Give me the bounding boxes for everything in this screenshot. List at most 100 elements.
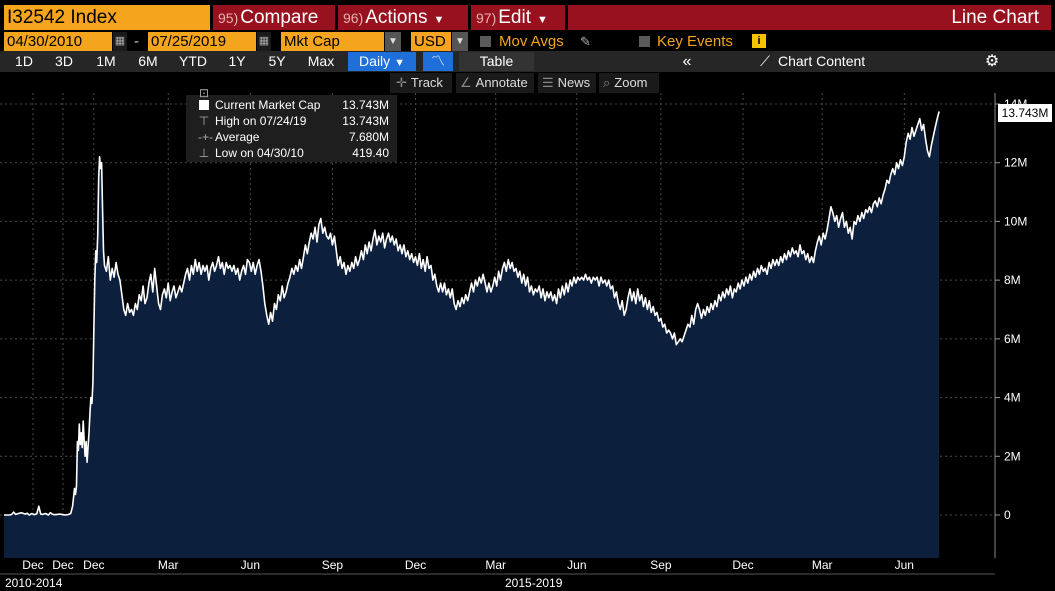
x-axis: Dec Dec Dec Mar Jun Sep Dec Mar Jun Sep Dec Mar Jun 2… [0,558,995,590]
legend-marker-icon: ⊡ [198,86,210,100]
last-value-label: 13.743M [998,104,1052,122]
edit-label: Edit [498,7,531,28]
x-tick-label: Jun [241,558,260,572]
table-button[interactable]: Table [459,52,534,71]
range-5y-button[interactable]: 5Y [268,53,286,69]
range-1y-button[interactable]: 1Y [228,53,246,69]
y-tick-label: 0 [1004,508,1011,522]
legend-average-label: Average [215,130,260,144]
edit-shortcut: 97) [476,10,497,26]
y-tick-label: 8M [1004,273,1021,287]
y-tick-label: 12M [1004,156,1027,170]
currency-select[interactable]: USD [411,32,451,51]
info-icon[interactable]: i [752,34,766,48]
compare-shortcut: 95) [218,10,239,26]
news-icon: ☰ [542,75,554,90]
zoom-label: Zoom [614,75,648,90]
news-button[interactable]: ☰ News [538,73,596,93]
line-chart-icon[interactable]: 〽 [423,52,453,71]
ticker-field[interactable]: I32542 Index [4,5,210,30]
news-label: News [557,75,591,90]
range-3d-button[interactable]: 3D [55,53,73,69]
x-tick-label: Jun [567,558,586,572]
compare-menu[interactable]: 95) Compare [213,5,335,30]
end-date-input[interactable]: 07/25/2019 [148,32,256,51]
legend-current-value: 13.743M [342,98,389,112]
x-tick-label: Mar [158,558,179,572]
collapse-icon[interactable]: « [682,53,692,70]
pencil-icon: ∠ [460,75,472,90]
legend-current-label: Current Market Cap [215,98,321,112]
search-icon: ⌕ [603,75,611,90]
x-tick-label: Dec [22,558,43,572]
chart-content-button[interactable]: Chart Content [778,53,866,69]
x-group-label: 2010-2014 [5,576,63,590]
frequency-select[interactable]: Daily ▼ [348,52,416,71]
y-axis: 02M4M6M8M10M12M14M [995,97,1027,522]
low-marker-icon: ⊥ [198,146,210,160]
range-ytd-button[interactable]: YTD [179,53,207,69]
actions-label: Actions [365,7,428,28]
series-area [4,111,940,558]
y-tick-label: 6M [1004,332,1021,346]
x-tick-label: Mar [485,558,506,572]
track-button[interactable]: ✛ Track [390,73,452,93]
crosshair-icon: ✛ [396,75,407,90]
chevron-down-icon: ▼ [536,14,548,26]
x-tick-label: Dec [52,558,73,572]
frequency-label: Daily [359,53,391,69]
actions-menu[interactable]: 96) Actions ▼ [338,5,468,30]
range-6m-button[interactable]: 6M [138,53,158,69]
key-events-label: Key Events [657,33,733,50]
chevron-down-icon[interactable]: ▼ [385,32,401,51]
legend-current: ⊡ Current Market Cap 13.743M [186,86,397,113]
key-events-checkbox[interactable] [639,36,650,47]
calendar-icon[interactable]: ▦ [257,32,271,51]
pencil-icon[interactable]: ✎ [580,34,591,49]
chart-content-icon: ⟋ [760,53,770,69]
high-marker-icon: ⊤ [198,114,210,128]
y-tick-label: 10M [1004,214,1027,228]
start-date-input[interactable]: 04/30/2010 [4,32,112,51]
actions-shortcut: 96) [343,10,364,26]
x-tick-label: Dec [732,558,753,572]
x-tick-label: Sep [650,558,672,572]
range-1d-button[interactable]: 1D [15,53,33,69]
series-line [4,111,940,516]
legend-low-value: 419.40 [352,146,389,160]
x-tick-label: Mar [812,558,833,572]
x-tick-label: Dec [83,558,104,572]
x-group-label: 2015-2019 [505,576,563,590]
range-1m-button[interactable]: 1M [96,53,116,69]
view-title: Line Chart [568,5,1051,30]
chevron-down-icon[interactable]: ▼ [452,32,468,51]
annotate-label: Annotate [475,75,528,90]
legend-high-label: High on 07/24/19 [215,114,307,128]
y-tick-label: 2M [1004,449,1021,463]
track-label: Track [410,75,443,90]
chart-area: 02M4M6M8M10M12M14M DecDecDecMarJunSepDec… [0,93,1027,590]
date-separator: - [134,33,139,50]
range-max-button[interactable]: Max [307,53,335,69]
annotate-button[interactable]: ∠ Annotate [456,73,534,93]
edit-menu[interactable]: 97) Edit ▼ [471,5,565,30]
compare-label: Compare [240,7,319,28]
legend-low-label: Low on 04/30/10 [215,146,304,160]
legend-average-value: 7.680M [348,130,389,144]
gear-icon[interactable]: ⚙ [984,53,1000,70]
x-tick-label: Dec [405,558,426,572]
x-tick-label: Jun [895,558,914,572]
field-select[interactable]: Mkt Cap [281,32,384,51]
chevron-down-icon: ▼ [433,14,445,26]
mov-avgs-label: Mov Avgs [499,33,564,50]
legend-high: ⊤ High on 07/24/19 13.743M [186,113,397,129]
legend-average: -+- Average 7.680M [186,129,397,145]
legend-high-value: 13.743M [342,114,389,128]
series-swatch [199,100,209,110]
y-tick-label: 4M [1004,391,1021,405]
x-tick-label: Sep [322,558,344,572]
mov-avgs-checkbox[interactable] [480,36,491,47]
zoom-button[interactable]: ⌕ Zoom [599,73,659,93]
legend: ⊡ Current Market Cap 13.743M ⊤ High on 0… [186,86,397,162]
calendar-icon[interactable]: ▦ [113,32,127,51]
